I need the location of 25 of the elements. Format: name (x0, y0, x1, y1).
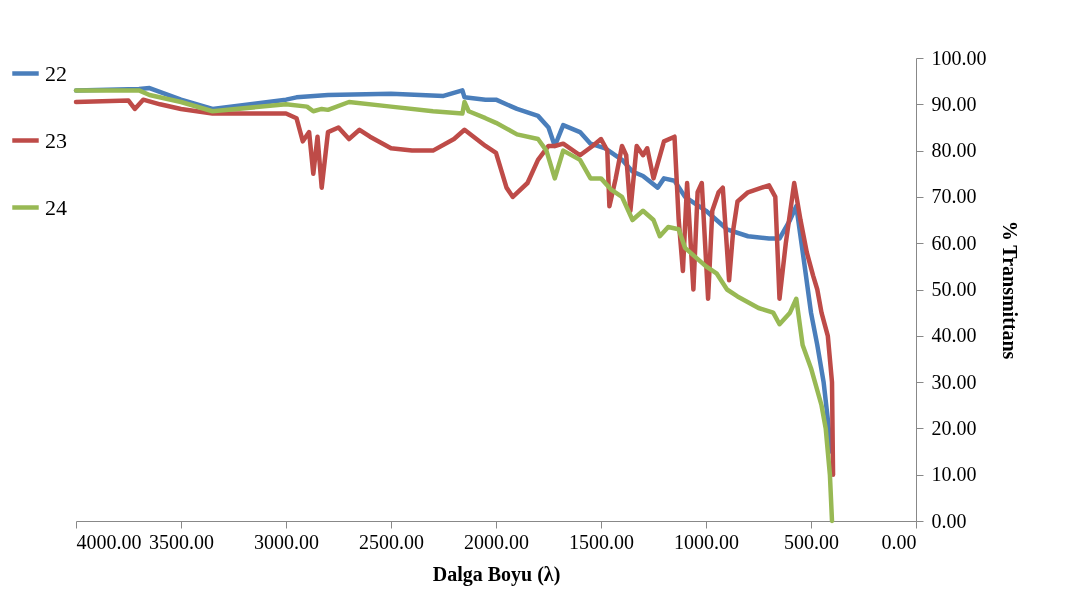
y-tick-label: 20.00 (931, 416, 977, 439)
x-tick-label: 1000.00 (674, 530, 739, 553)
x-tick-label: 3000.00 (254, 530, 319, 553)
x-tick-label: 4000.00 (76, 530, 142, 553)
legend-label: 22 (45, 60, 67, 86)
y-tick-label: 0.00 (931, 509, 967, 532)
x-tick-label: 0.00 (881, 530, 917, 553)
y-tick-label: 50.00 (931, 278, 977, 300)
y-tick-label: 40.00 (931, 324, 977, 347)
x-tick-label: 3500.00 (149, 530, 214, 553)
x-tick-label: 2500.00 (359, 530, 424, 553)
y-tick-label: 70.00 (931, 185, 977, 208)
y-axis-title: % Transmittans (998, 220, 1021, 360)
y-tick-label: 100.00 (931, 46, 987, 69)
y-tick-label: 60.00 (931, 231, 977, 254)
x-tick-label: 2000.00 (464, 530, 529, 553)
y-tick-label: 10.00 (931, 463, 977, 486)
y-tick-label: 90.00 (931, 92, 977, 115)
x-axis-title: Dalga Boyu (λ) (432, 562, 561, 586)
y-tick-label: 30.00 (931, 370, 977, 393)
legend-label: 24 (45, 194, 67, 220)
legend-label: 23 (45, 127, 67, 153)
x-tick-label: 500.00 (784, 530, 839, 553)
x-tick-label: 1500.00 (569, 530, 634, 553)
y-tick-label: 80.00 (931, 139, 977, 162)
